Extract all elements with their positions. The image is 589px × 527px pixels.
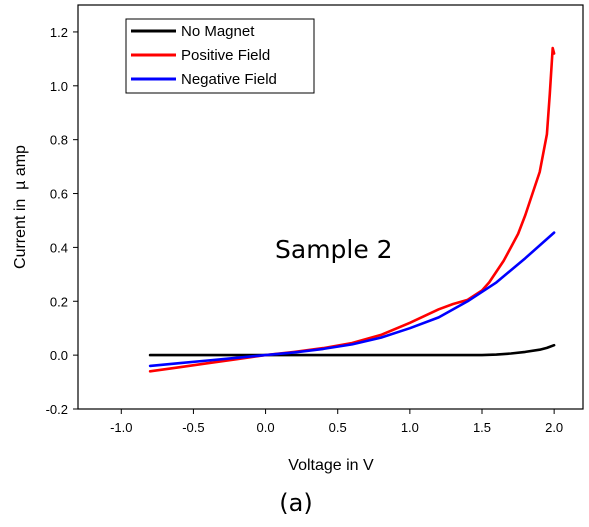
x-tick-label: 0.0 xyxy=(257,420,275,435)
legend-label-positive-field: Positive Field xyxy=(181,47,270,64)
x-tick-label: 0.5 xyxy=(329,420,347,435)
y-axis: -0.2 0.0 0.2 0.4 0.6 0.8 1.0 1.2 xyxy=(46,25,78,417)
y-axis-label: Current in µ amp xyxy=(12,145,29,269)
y-tick-label: 0.4 xyxy=(50,240,68,255)
y-tick-label: 0.8 xyxy=(50,133,68,148)
x-tick-label: 1.0 xyxy=(401,420,419,435)
sample-annotation: Sample 2 xyxy=(275,235,393,264)
x-tick-label: -1.0 xyxy=(110,420,132,435)
series-line-negative-field xyxy=(148,231,556,368)
x-tick-label: 1.5 xyxy=(473,420,491,435)
legend-label-negative-field: Negative Field xyxy=(181,71,277,88)
figure-caption: (a) xyxy=(279,489,312,517)
y-tick-label: 1.2 xyxy=(50,25,68,40)
plot-frame xyxy=(77,4,584,410)
x-axis: -1.0 -0.5 0.0 0.5 1.0 1.5 2.0 xyxy=(110,409,563,435)
y-tick-label: 0.2 xyxy=(50,294,68,309)
series-layer xyxy=(148,46,556,373)
x-tick-label: 2.0 xyxy=(545,420,563,435)
x-tick-label: -0.5 xyxy=(182,420,204,435)
legend-label-no-magnet: No Magnet xyxy=(181,23,255,40)
legend: No Magnet Positive Field Negative Field xyxy=(125,18,315,94)
y-tick-label: 1.0 xyxy=(50,79,68,94)
x-axis-label: Voltage in V xyxy=(288,457,374,474)
y-tick-label: -0.2 xyxy=(46,402,68,417)
y-tick-label: 0.6 xyxy=(50,187,68,202)
series-line-positive-field xyxy=(148,46,556,373)
y-tick-label: 0.0 xyxy=(50,348,68,363)
series-line-no-magnet xyxy=(148,343,556,357)
